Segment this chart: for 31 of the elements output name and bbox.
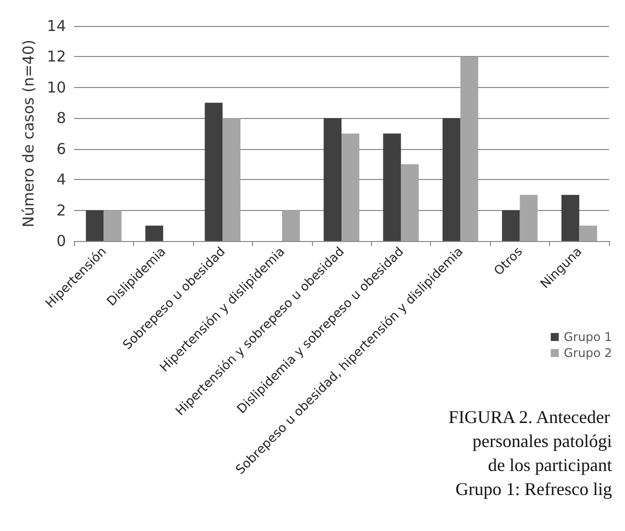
text: de los participant (488, 455, 612, 475)
bar (204, 102, 223, 241)
text: FIGURA 2. Anteceder (448, 407, 610, 427)
legend-label: Grupo 1 (564, 330, 612, 344)
text: personales patológi (472, 431, 612, 451)
bar (342, 134, 360, 241)
y-tick-label: 10 (46, 78, 66, 96)
bar (383, 134, 401, 241)
legend-label: Grupo 2 (564, 346, 612, 360)
bar (579, 226, 598, 241)
bar (442, 118, 460, 241)
y-tick-label: 4 (56, 170, 66, 189)
y-axis-title: Número de casos (n=40) (20, 40, 38, 228)
y-tick-label: 0 (56, 232, 66, 250)
bar (400, 164, 419, 241)
bar (222, 118, 240, 241)
bar (86, 210, 104, 241)
y-tick-label: 2 (56, 201, 66, 220)
text: Grupo 1: Refresco lig (456, 479, 612, 499)
y-tick-label: 6 (56, 140, 66, 158)
bar (460, 56, 478, 241)
y-tick-label: 12 (46, 48, 66, 66)
y-tick-label: 8 (56, 109, 66, 128)
bar (561, 194, 580, 241)
bar (520, 194, 538, 241)
y-tick-label: 14 (46, 17, 66, 35)
bar (502, 210, 520, 241)
bar (282, 210, 300, 241)
bar (324, 118, 342, 241)
bar (145, 226, 164, 241)
bar (104, 210, 122, 241)
